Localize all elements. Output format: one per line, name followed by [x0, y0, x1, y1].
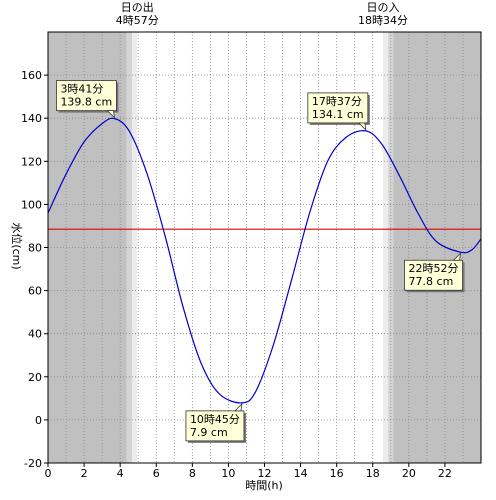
x-tick-label: 2 [81, 467, 88, 480]
axis-ticks: 0 2 4 6 8 10 12 14 16 18 20 22-20020406080100120140… [21, 69, 452, 480]
x-axis-label: 時間(h) [245, 479, 283, 492]
y-tick-label: 120 [21, 155, 42, 168]
callout-pointer [357, 122, 367, 132]
callout-time: 3時41分 [60, 83, 103, 96]
y-tick-label: 80 [28, 242, 42, 255]
axis-labels: 時間(h) 水位(cm) [10, 222, 283, 492]
callout-time: 10時45分 [190, 413, 240, 426]
x-tick-label: 22 [438, 467, 452, 480]
x-tick-label: 20 [402, 467, 416, 480]
y-tick-label: 100 [21, 198, 42, 211]
x-tick-label: 12 [258, 467, 272, 480]
x-tick-label: 6 [153, 467, 160, 480]
callout-box [307, 92, 369, 124]
callout-box [56, 80, 117, 112]
grid-lines [48, 32, 481, 463]
x-tick-label: 0 [45, 467, 52, 480]
callout-value: 7.9 cm [190, 426, 228, 439]
callout-value: 134.1 cm [312, 108, 364, 121]
x-tick-label: 8 [189, 467, 196, 480]
x-tick-label: 14 [294, 467, 308, 480]
sun-labels: 日の出 4時57分 日の入 18時34分 [116, 0, 408, 27]
y-axis-label: 水位(cm) [10, 222, 24, 269]
callout-value: 77.8 cm [409, 275, 454, 288]
callout-value: 139.8 cm [60, 96, 112, 109]
dusk-twilight-band [382, 32, 389, 463]
y-tick-label: 20 [28, 371, 42, 384]
series-layer [47, 117, 482, 404]
y-tick-label: 160 [21, 69, 42, 82]
sunrise-time: 4時57分 [116, 14, 159, 27]
callout-box [404, 259, 463, 291]
callout-pointer [452, 252, 462, 261]
y-tick-label: 60 [28, 285, 42, 298]
x-tick-label: 16 [330, 467, 344, 480]
y-tick-label: 0 [35, 414, 42, 427]
x-tick-label: 10 [221, 467, 235, 480]
sunrise-label: 日の出 [121, 0, 154, 14]
y-tick-label: -20 [24, 457, 42, 470]
callout-box [185, 410, 245, 442]
sunset-label: 日の入 [366, 1, 399, 14]
callout-time: 22時52分 [409, 262, 459, 275]
callout-pointer [233, 402, 243, 412]
night-band [393, 32, 481, 463]
sunset-time: 18時34分 [358, 14, 408, 27]
y-tick-label: 140 [21, 112, 42, 125]
tide-line [47, 117, 482, 404]
callout-time: 17時37分 [312, 95, 362, 108]
callout-pointer [106, 110, 116, 119]
y-tick-label: 40 [28, 328, 42, 341]
dawn-twilight-band [132, 32, 138, 463]
x-tick-label: 18 [366, 467, 380, 480]
x-tick-label: 4 [117, 467, 124, 480]
